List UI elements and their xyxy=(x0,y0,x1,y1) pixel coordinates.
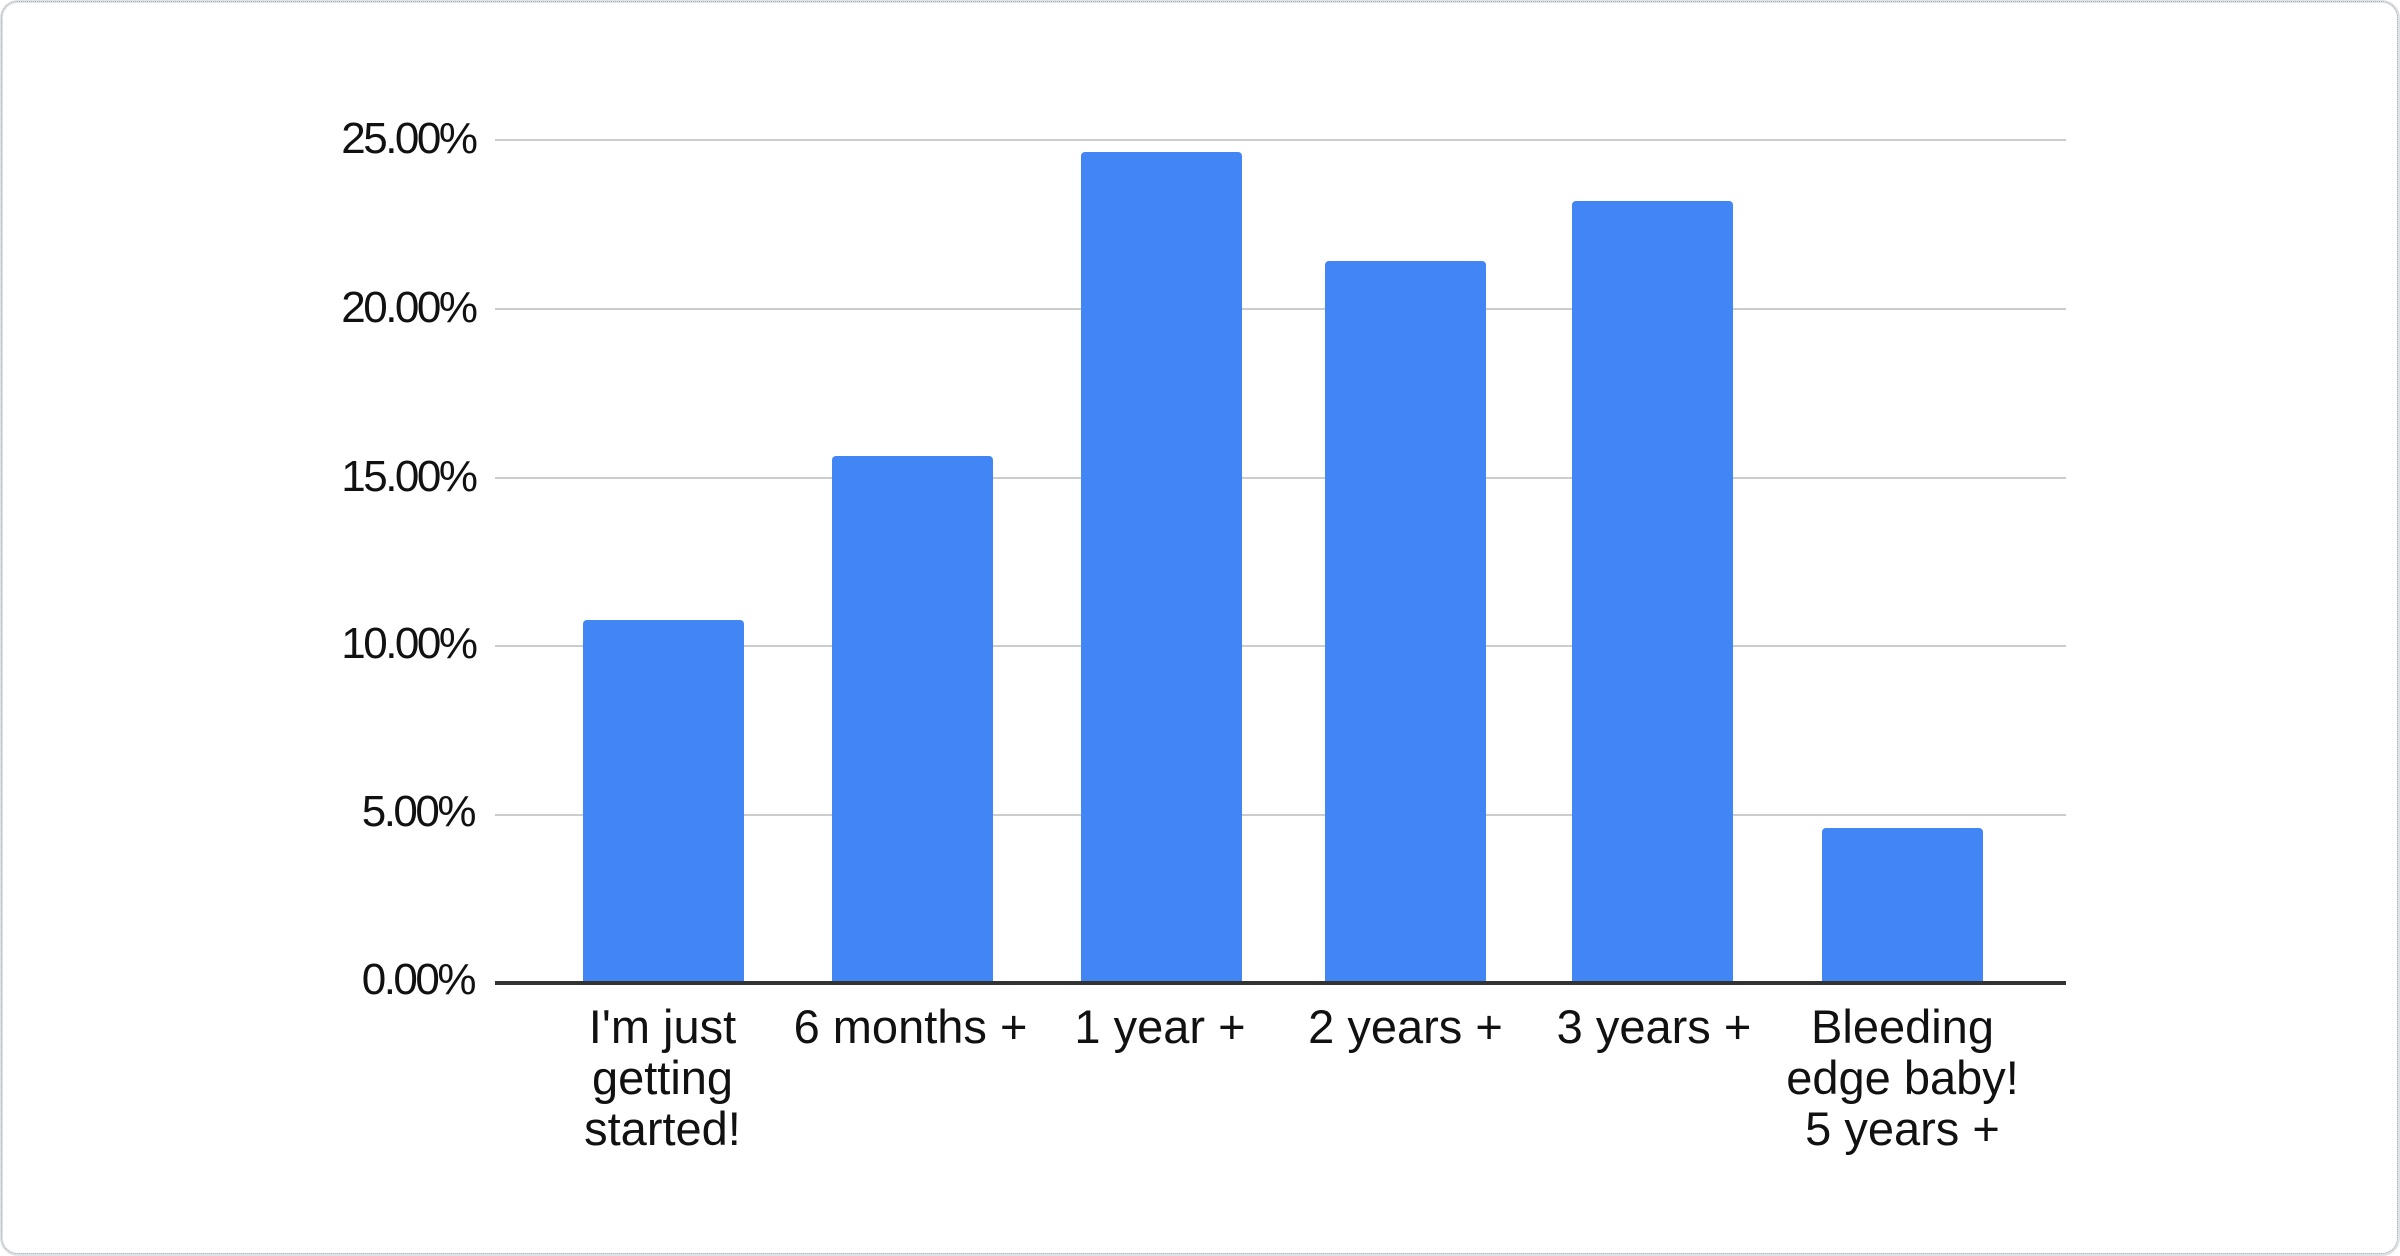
svg-text:0.00%: 0.00% xyxy=(362,955,476,1004)
svg-text:Bleeding: Bleeding xyxy=(1811,1000,1994,1053)
svg-text:15.00%: 15.00% xyxy=(341,452,477,501)
svg-text:3 years +: 3 years + xyxy=(1557,1000,1752,1053)
svg-text:6 months +: 6 months + xyxy=(794,1000,1028,1053)
svg-text:20.00%: 20.00% xyxy=(341,283,477,332)
svg-text:started!: started! xyxy=(584,1102,741,1155)
svg-text:10.00%: 10.00% xyxy=(341,619,477,668)
svg-text:2 years +: 2 years + xyxy=(1308,1000,1503,1053)
svg-text:5.00%: 5.00% xyxy=(362,787,476,836)
svg-text:I'm just: I'm just xyxy=(589,1000,736,1053)
svg-text:5 years +: 5 years + xyxy=(1805,1102,2000,1155)
svg-text:1 year +: 1 year + xyxy=(1074,1000,1245,1053)
svg-text:25.00%: 25.00% xyxy=(341,114,477,163)
svg-text:edge baby!: edge baby! xyxy=(1786,1051,2019,1104)
svg-text:getting: getting xyxy=(592,1051,733,1104)
